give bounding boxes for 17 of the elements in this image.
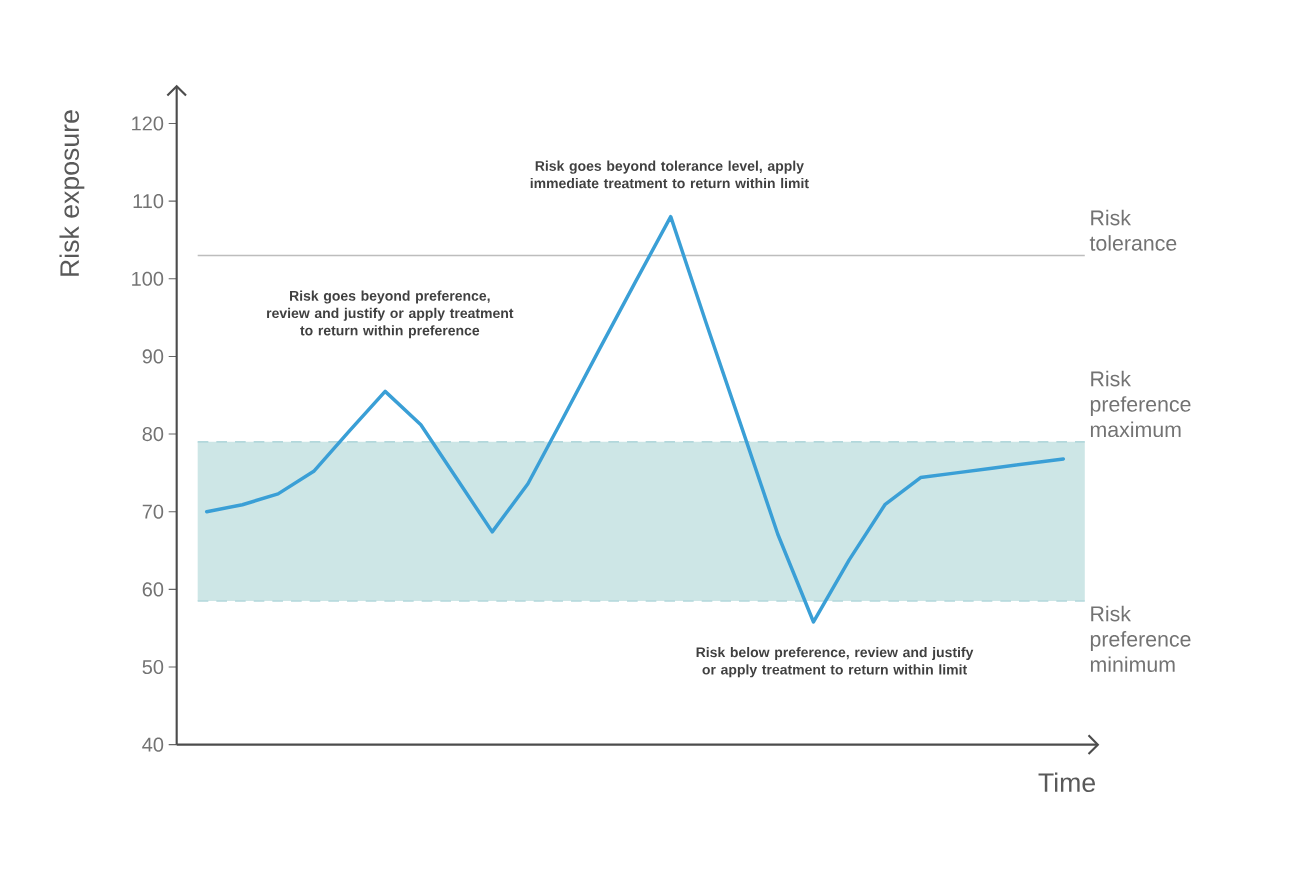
y-tick-label: 100 xyxy=(132,271,164,286)
x-axis-title: Time xyxy=(1038,772,1095,793)
y-tick-label: 120 xyxy=(132,116,164,131)
y-tick-label: 50 xyxy=(142,659,164,675)
y-tick-label: 60 xyxy=(142,582,164,597)
ref-line-label: Risk tolerance xyxy=(1089,209,1177,251)
annotation: Risk below preference, review and justify or apply treatment to return within limit xyxy=(696,646,974,678)
y-tick-label: 90 xyxy=(142,349,164,364)
y-tick-label: 110 xyxy=(133,194,164,209)
annotation: Risk goes beyond preference, review and justify or apply treatment to return within preference xyxy=(267,290,514,339)
y-axis-title: Risk exposure xyxy=(59,110,85,276)
y-tick-label: 80 xyxy=(142,426,164,442)
ref-line-label: Risk preference minimum xyxy=(1090,605,1191,673)
ref-line-label: Risk preference maximum xyxy=(1090,370,1191,438)
annotation: Risk goes beyond tolerance level, apply immediate treatment to return within limit xyxy=(530,160,809,189)
y-tick-label: 70 xyxy=(142,504,164,519)
y-tick-label: 40 xyxy=(142,737,164,752)
